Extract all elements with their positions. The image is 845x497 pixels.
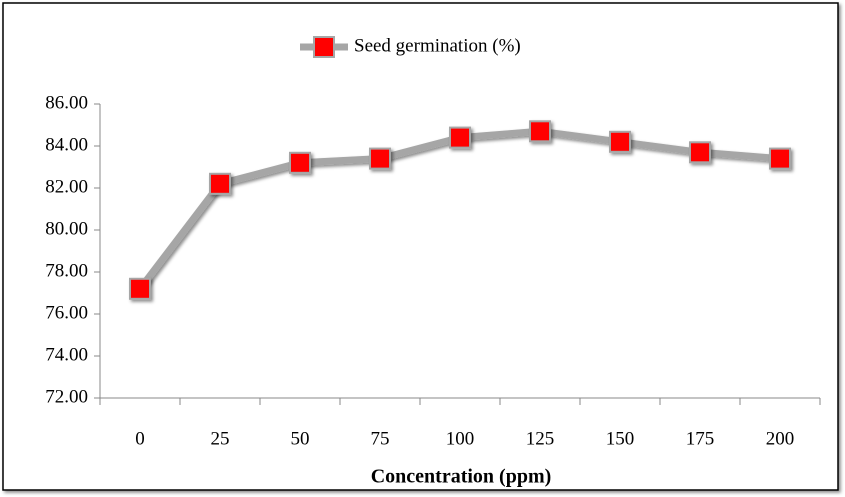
y-tick-label: 76.00	[45, 302, 88, 323]
y-tick-label: 80.00	[45, 218, 88, 239]
x-axis-label: Concentration (ppm)	[371, 466, 552, 488]
y-tick-label: 74.00	[45, 344, 88, 365]
x-tick-label: 125	[526, 428, 555, 449]
frame	[2, 2, 839, 491]
marker	[289, 151, 311, 174]
x-tick-label: 25	[211, 428, 230, 449]
x-tick-label: 200	[766, 428, 795, 449]
marker	[369, 147, 391, 170]
marker	[529, 120, 551, 143]
legend-marker	[313, 36, 335, 58]
x-tick-label: 0	[135, 428, 145, 449]
y-tick-label: 82.00	[45, 176, 88, 197]
marker	[129, 277, 151, 300]
y-tick-label: 78.00	[45, 260, 88, 281]
x-tick-label: 150	[606, 428, 635, 449]
marker	[209, 172, 231, 195]
marker	[609, 130, 631, 153]
x-tick-label: 175	[686, 428, 715, 449]
marker	[449, 126, 471, 149]
x-tick-label: 75	[371, 428, 390, 449]
x-tick-label: 50	[291, 428, 310, 449]
marker	[769, 147, 791, 170]
y-tick-label: 86.00	[45, 92, 88, 113]
y-tick-label: 84.00	[45, 134, 88, 155]
x-tick-label: 100	[446, 428, 475, 449]
y-tick-label: 72.00	[45, 386, 88, 407]
marker	[689, 141, 711, 164]
legend-label: Seed germination (%)	[354, 35, 521, 56]
